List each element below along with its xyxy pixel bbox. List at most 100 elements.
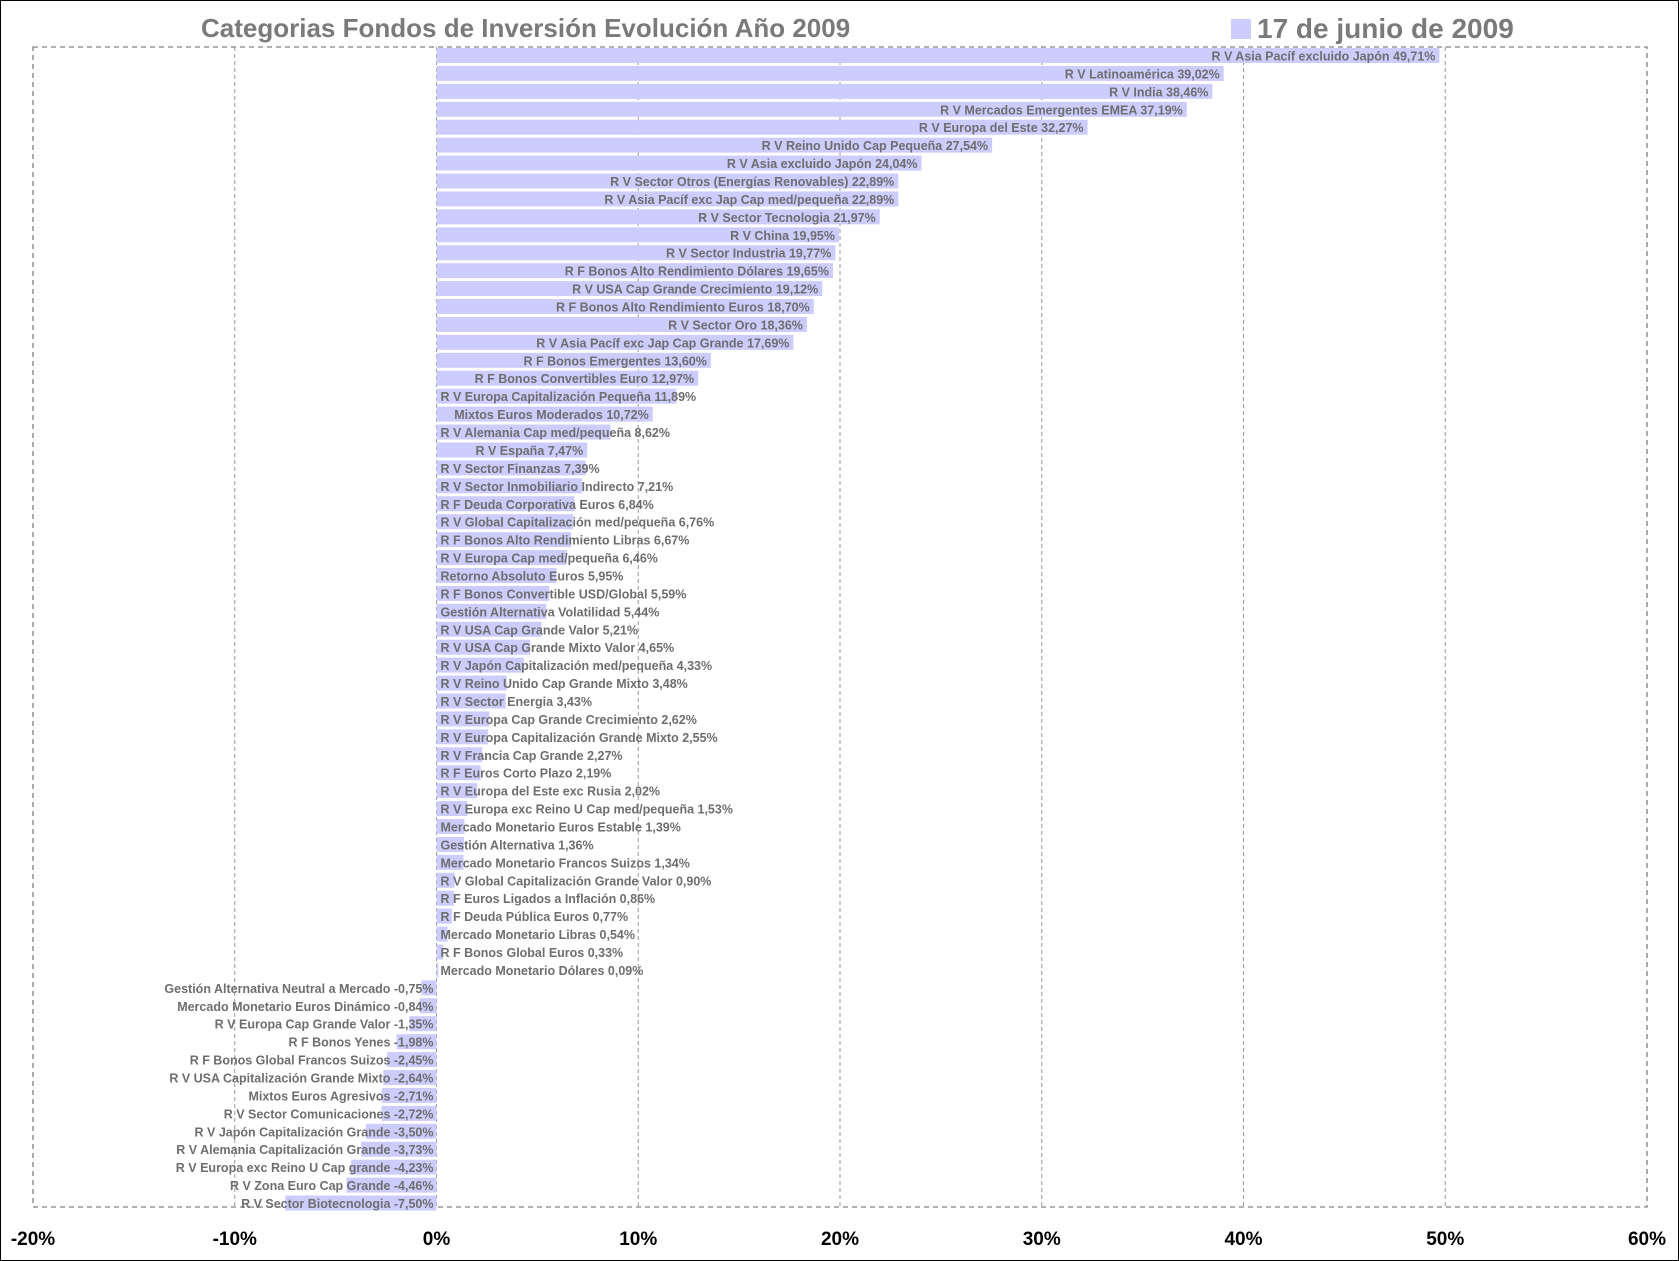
bar bbox=[436, 424, 611, 440]
bar-data-label: R V Sector Finanzas 7,39% bbox=[441, 462, 600, 476]
bar-data-label: R F Deuda Corporativa Euros 6,84% bbox=[441, 498, 654, 512]
x-tick-label: 30% bbox=[1023, 1229, 1061, 1250]
bar bbox=[436, 675, 507, 691]
bar bbox=[436, 621, 542, 637]
bar bbox=[436, 496, 575, 512]
bar bbox=[436, 83, 1213, 99]
bar bbox=[387, 1052, 437, 1068]
bar-data-label: R V Asia excluido Japón 24,04% bbox=[727, 157, 918, 171]
bar-data-label: R V USA Cap Grande Mixto Valor 4,65% bbox=[441, 641, 675, 655]
bar-data-label: R V Latinoamérica 39,02% bbox=[1065, 67, 1220, 81]
bar bbox=[436, 603, 547, 619]
bar-data-label: R F Bonos Alto Rendimiento Dólares 19,65… bbox=[565, 265, 829, 279]
bar-data-label: R V Sector Industria 19,77% bbox=[666, 247, 831, 261]
bar-data-label: Mercado Monetario Euros Dinámico -0,84% bbox=[177, 1000, 433, 1014]
bar-data-label: Retorno Absoluto Euros 5,95% bbox=[441, 569, 624, 583]
bar-data-label: R V Japón Capitalización med/pequeña 4,3… bbox=[441, 659, 713, 673]
bar-data-label: R V España 7,47% bbox=[476, 444, 584, 458]
bar-data-label: R V Europa del Este exc Rusia 2,02% bbox=[441, 785, 661, 799]
bar-data-label: R V Sector Oro 18,36% bbox=[668, 318, 803, 332]
bar bbox=[436, 532, 572, 548]
bar-data-label: Mercado Monetario Euros Estable 1,39% bbox=[441, 820, 681, 834]
bar bbox=[436, 818, 465, 834]
bar bbox=[436, 854, 464, 870]
bar bbox=[436, 908, 453, 924]
x-tick-label: -20% bbox=[11, 1229, 55, 1250]
bar-data-label: R F Deuda Pública Euros 0,77% bbox=[441, 910, 629, 924]
grid-layer bbox=[234, 47, 1446, 1207]
bar-data-label: R F Bonos Global Euros 0,33% bbox=[441, 946, 624, 960]
bar-data-label: R F Euros Corto Plazo 2,19% bbox=[441, 767, 612, 781]
bar bbox=[436, 137, 993, 153]
bar bbox=[436, 765, 481, 781]
bar bbox=[436, 944, 444, 960]
bar-data-label: R V Sector Tecnologia 21,97% bbox=[698, 211, 876, 225]
bar bbox=[285, 1195, 437, 1211]
bar-data-label: R V Sector Energia 3,43% bbox=[441, 695, 592, 709]
bar bbox=[436, 567, 557, 583]
bar bbox=[436, 783, 478, 799]
bar bbox=[436, 406, 653, 422]
bar-data-label: Mixtos Euros Agresivos -2,71% bbox=[248, 1089, 433, 1103]
bar-data-label: Mercado Monetario Libras 0,54% bbox=[441, 928, 636, 942]
legend-swatch bbox=[1231, 19, 1251, 39]
bar-data-label: R V Europa Cap Grande Valor -1,35% bbox=[215, 1018, 434, 1032]
bar bbox=[421, 980, 437, 996]
bar-data-label: R F Bonos Emergentes 13,60% bbox=[523, 354, 706, 368]
bar-data-label: R V Europa exc Reino U Cap grande -4,23% bbox=[176, 1161, 434, 1175]
bar bbox=[436, 316, 807, 332]
bar-data-label: R V Japón Capitalización Grande -3,50% bbox=[195, 1125, 434, 1139]
bar-data-label: R V USA Cap Grande Valor 5,21% bbox=[441, 623, 639, 637]
bar bbox=[383, 1070, 437, 1086]
bar-data-label: R V India 38,46% bbox=[1109, 85, 1208, 99]
bar bbox=[436, 263, 833, 279]
bar-data-label: R V Europa Capitalización Pequeña 11,89% bbox=[441, 390, 697, 404]
bar-data-label: R V Alemania Capitalización Grande -3,73… bbox=[176, 1143, 433, 1157]
bar bbox=[436, 334, 794, 350]
bar-data-label: R V Sector Biotecnologia -7,50% bbox=[241, 1197, 433, 1211]
bar-data-label: R V Global Capitalización Grande Valor 0… bbox=[441, 874, 712, 888]
bar bbox=[351, 1159, 437, 1175]
bar bbox=[381, 1105, 437, 1121]
bar bbox=[436, 191, 899, 207]
bar bbox=[436, 585, 550, 601]
bar-data-label: Gestión Alternativa Neutral a Mercado -0… bbox=[164, 982, 433, 996]
bar-data-label: R F Bonos Convertible USD/Global 5,59% bbox=[441, 587, 687, 601]
bar bbox=[436, 514, 573, 530]
bar bbox=[436, 119, 1088, 135]
bar-data-label: R F Bonos Convertibles Euro 12,97% bbox=[475, 372, 695, 386]
x-tick-label: 50% bbox=[1426, 1229, 1464, 1250]
bar bbox=[436, 711, 490, 727]
x-tick-label: 10% bbox=[619, 1229, 657, 1250]
bar bbox=[436, 209, 880, 225]
plot-area-border bbox=[32, 46, 1648, 1208]
bar bbox=[436, 478, 582, 494]
bar-data-label: R V USA Capitalización Grande Mixto -2,6… bbox=[169, 1072, 433, 1086]
bar-data-label: R F Bonos Yenes -1,98% bbox=[289, 1036, 434, 1050]
bar bbox=[396, 1034, 437, 1050]
bar-data-label: R V Sector Inmobiliario Indirecto 7,21% bbox=[441, 480, 674, 494]
bar bbox=[436, 370, 699, 386]
bar bbox=[436, 65, 1224, 81]
bar bbox=[436, 173, 899, 189]
bar-data-label: R V Europa exc Reino U Cap med/pequeña 1… bbox=[441, 803, 733, 817]
bar-data-label: Mercado Monetario Francos Suizos 1,34% bbox=[441, 856, 690, 870]
bar-data-label: Gestión Alternativa 1,36% bbox=[441, 838, 594, 852]
legend-entry: 17 de junio de 2009 bbox=[1257, 13, 1514, 44]
bar bbox=[436, 352, 711, 368]
bar bbox=[436, 747, 483, 763]
bar-data-label: Gestión Alternativa Volatilidad 5,44% bbox=[441, 605, 660, 619]
bar-data-label: R V China 19,95% bbox=[730, 229, 835, 243]
bar bbox=[436, 926, 448, 942]
bar-data-label: Mercado Monetario Dólares 0,09% bbox=[441, 964, 644, 978]
bar bbox=[436, 281, 823, 297]
bar bbox=[361, 1141, 437, 1157]
bar-data-label: R V Europa Cap Grande Crecimiento 2,62% bbox=[441, 713, 697, 727]
bar-data-label: R V Alemania Cap med/pequeña 8,62% bbox=[441, 426, 670, 440]
bar bbox=[436, 693, 506, 709]
bar bbox=[436, 442, 588, 458]
bars-layer bbox=[285, 48, 1440, 1211]
bar bbox=[436, 299, 814, 315]
